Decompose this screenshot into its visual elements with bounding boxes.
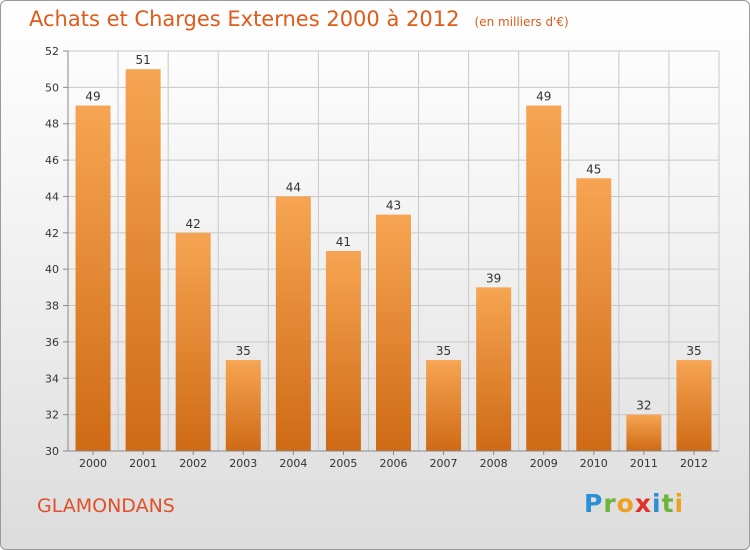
bar-value-label: 42 xyxy=(186,217,201,231)
logo-letter: i xyxy=(652,489,662,518)
bar xyxy=(175,232,211,451)
y-tick-label: 46 xyxy=(45,154,59,167)
x-tick-label: 2006 xyxy=(380,457,408,470)
y-tick-label: 38 xyxy=(45,300,59,313)
x-tick-label: 2005 xyxy=(329,457,357,470)
logo-letter: i xyxy=(674,489,685,518)
x-tick-label: 2012 xyxy=(680,457,708,470)
bar xyxy=(225,360,261,451)
bars: 49 51 42 35 44 41 43 35 39 49 45 32 35 xyxy=(75,53,712,452)
x-tick-label: 2010 xyxy=(580,457,608,470)
bar xyxy=(325,251,361,451)
bar xyxy=(376,214,411,451)
bar-value-label: 32 xyxy=(636,399,651,413)
bar xyxy=(125,69,161,451)
bar-value-label: 35 xyxy=(436,344,451,358)
bar-value-label: 41 xyxy=(336,235,351,249)
x-tick-label: 2000 xyxy=(79,457,107,470)
bar xyxy=(275,196,311,451)
y-tick-label: 42 xyxy=(45,227,59,240)
x-tick-label: 2002 xyxy=(179,457,207,470)
bar xyxy=(476,287,512,451)
bar-value-label: 49 xyxy=(536,90,551,104)
bar-value-label: 39 xyxy=(486,271,501,285)
chart-title: Achats et Charges Externes 2000 à 2012 xyxy=(29,7,460,31)
axes: 30 32 34 36 38 40 42 44 46 48 50 52 2000 2001 2002 2003… xyxy=(45,45,719,470)
x-tick-label: 2008 xyxy=(480,457,508,470)
proxiti-logo: Proxiti xyxy=(584,489,684,518)
bar xyxy=(626,414,662,451)
bar xyxy=(576,178,612,452)
y-tick-label: 34 xyxy=(45,372,59,385)
y-tick-label: 50 xyxy=(45,81,59,94)
bar-value-label: 49 xyxy=(85,90,100,104)
y-tick-label: 52 xyxy=(45,45,59,58)
x-tick-label: 2007 xyxy=(430,457,458,470)
y-tick-label: 36 xyxy=(45,336,59,349)
bar xyxy=(526,105,562,451)
y-tick-label: 48 xyxy=(45,118,59,131)
x-tick-label: 2009 xyxy=(530,457,558,470)
logo-letter: x xyxy=(634,489,652,518)
x-tick-label: 2001 xyxy=(129,457,157,470)
y-tick-label: 44 xyxy=(45,190,59,203)
bar xyxy=(75,105,111,451)
logo-letter: P xyxy=(584,489,604,518)
logo-letter: t xyxy=(661,489,675,518)
logo-letter: o xyxy=(616,489,635,518)
bar-value-label: 43 xyxy=(386,199,401,213)
title-row: Achats et Charges Externes 2000 à 2012 (… xyxy=(29,7,569,31)
logo-letter: r xyxy=(603,489,617,518)
bar xyxy=(676,360,712,451)
y-tick-label: 30 xyxy=(45,445,59,458)
y-tick-label: 32 xyxy=(45,409,59,422)
bar-value-label: 45 xyxy=(586,162,601,176)
y-tick-label: 40 xyxy=(45,263,59,276)
x-tick-label: 2004 xyxy=(279,457,307,470)
bar-value-label: 44 xyxy=(286,180,301,194)
bar-value-label: 51 xyxy=(135,53,150,67)
bar-value-label: 35 xyxy=(686,344,701,358)
bar xyxy=(426,360,462,451)
commune-name: GLAMONDANS xyxy=(37,495,175,517)
x-tick-label: 2003 xyxy=(229,457,257,470)
x-tick-label: 2011 xyxy=(630,457,658,470)
bar-value-label: 35 xyxy=(236,344,251,358)
unit-note: (en milliers d'€) xyxy=(474,15,569,29)
